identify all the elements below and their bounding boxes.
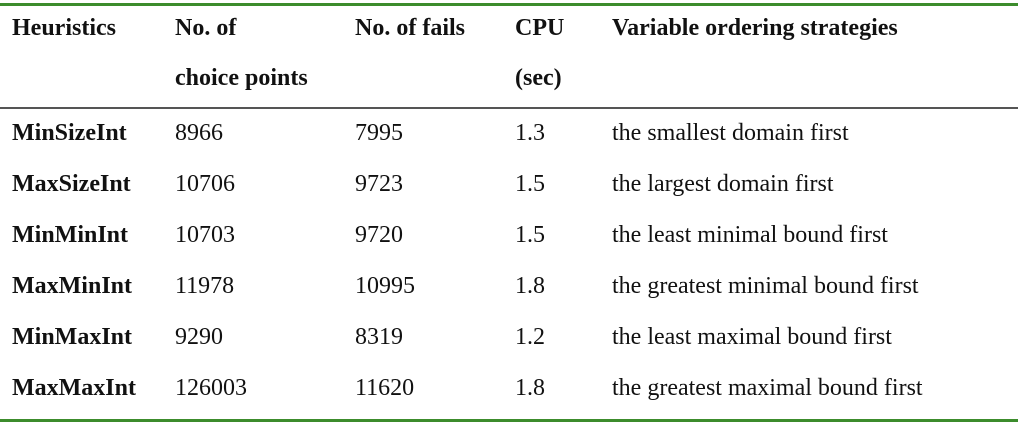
row-heading: MaxSizeInt [12, 171, 131, 197]
table-cell: the smallest domain first [612, 120, 849, 146]
table-cell: 11978 [175, 273, 235, 299]
table-cell: 1.8 [515, 375, 545, 401]
table-cell: 9720 [355, 222, 403, 248]
table-cell: 8966 [175, 120, 223, 146]
table-cell: 10706 [175, 171, 235, 197]
table-cell: 1.5 [515, 171, 545, 197]
row-heading: MinSizeInt [12, 120, 127, 146]
header-cell: No. of [175, 15, 237, 41]
table-cell: 126003 [175, 375, 247, 401]
table-cell: 7995 [355, 120, 403, 146]
header-cell: (sec) [515, 65, 562, 91]
table-cell: 11620 [355, 375, 415, 401]
header-cell: choice points [175, 65, 308, 91]
top-rule [0, 3, 1018, 6]
table-cell: 1.3 [515, 120, 545, 146]
table-cell: 1.2 [515, 324, 545, 350]
row-heading: MaxMaxInt [12, 375, 136, 401]
table-cell: 1.5 [515, 222, 545, 248]
table-cell: the largest domain first [612, 171, 834, 197]
row-heading: MaxMinInt [12, 273, 132, 299]
header-cell: No. of fails [355, 15, 465, 41]
table-cell: 8319 [355, 324, 403, 350]
table-cell: 10995 [355, 273, 415, 299]
header-cell: Variable ordering strategies [612, 15, 898, 41]
table-cell: the greatest maximal bound first [612, 375, 923, 401]
table-cell: 9290 [175, 324, 223, 350]
table-cell: 10703 [175, 222, 235, 248]
table-cell: 1.8 [515, 273, 545, 299]
header-rule [0, 107, 1018, 109]
table-cell: 9723 [355, 171, 403, 197]
table-cell: the greatest minimal bound first [612, 273, 919, 299]
header-cell: CPU [515, 15, 565, 41]
row-heading: MinMinInt [12, 222, 129, 248]
table-cell: the least maximal bound first [612, 324, 892, 350]
bottom-rule [0, 419, 1018, 422]
table-cell: the least minimal bound first [612, 222, 888, 248]
row-heading: MinMaxInt [12, 324, 132, 350]
header-cell: Heuristics [12, 15, 116, 41]
